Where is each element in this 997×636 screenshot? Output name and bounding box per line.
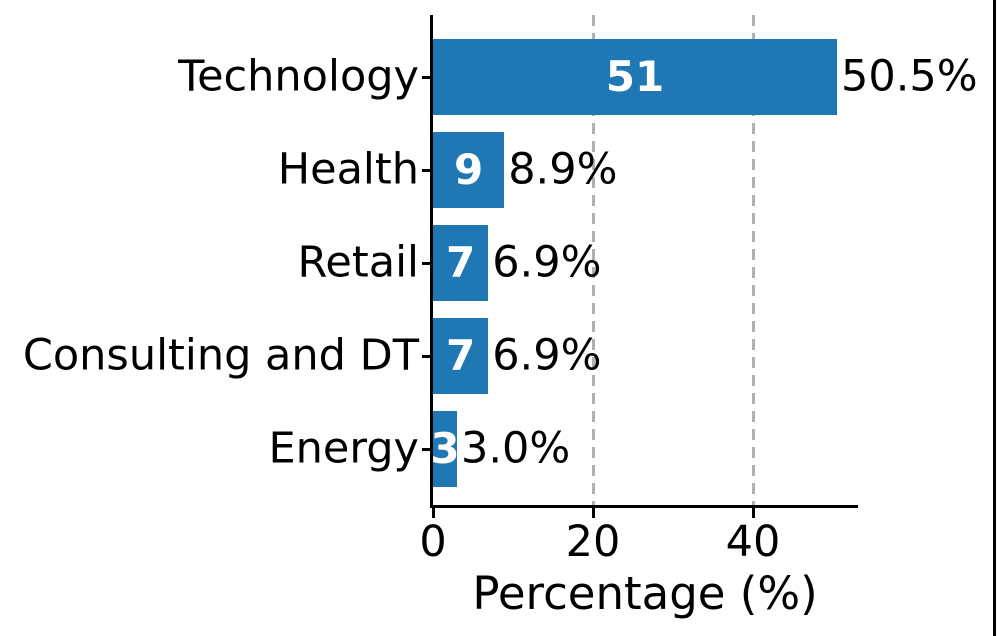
x-tick-mark xyxy=(431,508,435,518)
y-tick-mark xyxy=(422,447,430,451)
bar-count-label: 7 xyxy=(445,331,476,380)
x-tick-label: 0 xyxy=(419,517,447,567)
x-tick-mark xyxy=(751,508,755,518)
bar-count-label: 51 xyxy=(605,52,665,101)
bar xyxy=(433,225,489,301)
bar xyxy=(433,411,457,487)
bar-count-label: 3 xyxy=(430,424,460,473)
bar-percentage-label: 50.5% xyxy=(841,51,978,102)
bar xyxy=(433,318,489,394)
x-tick-label: 20 xyxy=(565,517,621,567)
x-axis-label: Percentage (%) xyxy=(472,567,818,620)
bar-count-label: 7 xyxy=(445,238,476,287)
y-axis-spine xyxy=(430,15,433,508)
bar-percentage-label: 6.9% xyxy=(492,330,602,381)
right-edge-line xyxy=(993,0,996,636)
x-axis-spine xyxy=(430,505,858,508)
category-label: Health xyxy=(277,144,419,195)
bar-percentage-label: 3.0% xyxy=(461,423,571,474)
y-tick-mark xyxy=(422,75,430,79)
category-label: Consulting and DT xyxy=(22,330,419,381)
bar xyxy=(433,132,505,208)
category-label: Energy xyxy=(268,423,419,474)
y-tick-mark xyxy=(422,354,430,358)
gridline xyxy=(751,15,755,505)
x-tick-label: 40 xyxy=(725,517,781,567)
gridline xyxy=(591,15,595,505)
bar xyxy=(433,39,837,115)
y-tick-mark xyxy=(422,168,430,172)
category-label: Retail xyxy=(297,237,419,288)
bar-percentage-label: 6.9% xyxy=(492,237,602,288)
category-label: Technology xyxy=(178,51,419,102)
x-tick-mark xyxy=(591,508,595,518)
bar-count-label: 9 xyxy=(453,145,484,194)
y-tick-mark xyxy=(422,261,430,265)
bar-percentage-label: 8.9% xyxy=(508,144,618,195)
